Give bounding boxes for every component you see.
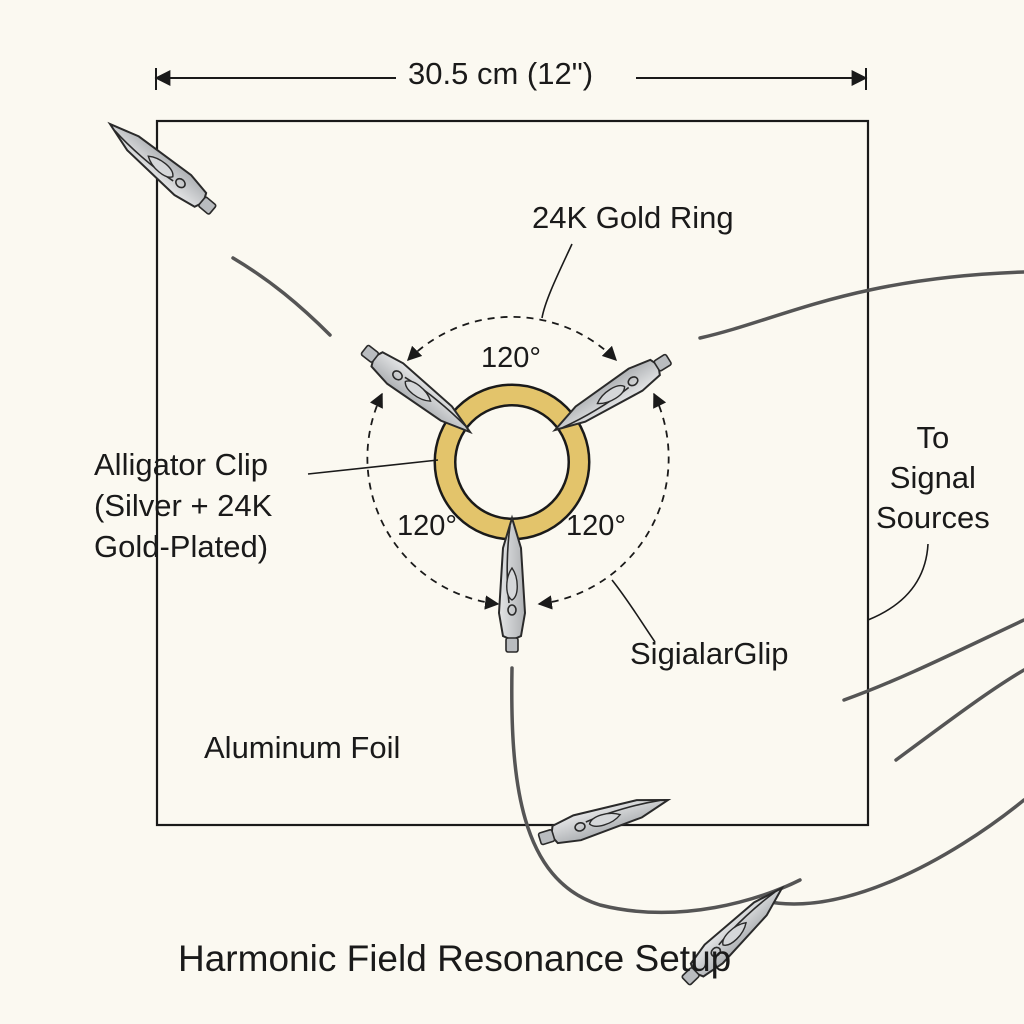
angle-label-right: 120° [566, 510, 626, 542]
diagram-title: Harmonic Field Resonance Setup [178, 938, 732, 979]
wire-lower-right-3 [758, 798, 1024, 906]
dimension-label: 30.5 cm (12") [402, 56, 600, 92]
leader-clip [307, 459, 439, 475]
angle-label-left: 120° [397, 510, 457, 542]
leader-ring [541, 243, 573, 319]
alligator-clip-label-line: Alligator Clip [94, 447, 269, 482]
alligator-clip-label-line: (Silver + 24K [94, 488, 273, 523]
wire-lower-right-2 [894, 668, 1024, 762]
aluminum-foil-label: Aluminum Foil [204, 730, 401, 765]
glip-label: SigialarGlip [630, 636, 789, 671]
wire-lower-right-1 [842, 618, 1024, 702]
signal-sources-label-line: To [916, 420, 950, 455]
alligator-clip-label: Alligator Clip (Silver + 24K Gold-Plated… [94, 444, 272, 567]
wire-bottom [510, 666, 802, 915]
wire-top-left [231, 256, 332, 337]
angle-label-top: 120° [481, 342, 541, 374]
angle-arcs [366, 316, 670, 610]
signal-sources-label-line: Signal [889, 460, 976, 495]
signal-sources-label: To Signal Sources [876, 418, 990, 538]
signal-sources-label-line: Sources [876, 500, 990, 535]
gold-ring-label: 24K Gold Ring [532, 200, 734, 235]
alligator-clip-label-line: Gold-Plated) [94, 529, 269, 564]
leader-signal [867, 543, 929, 621]
wire-top-right [698, 270, 1024, 340]
leader-glip [611, 579, 656, 643]
